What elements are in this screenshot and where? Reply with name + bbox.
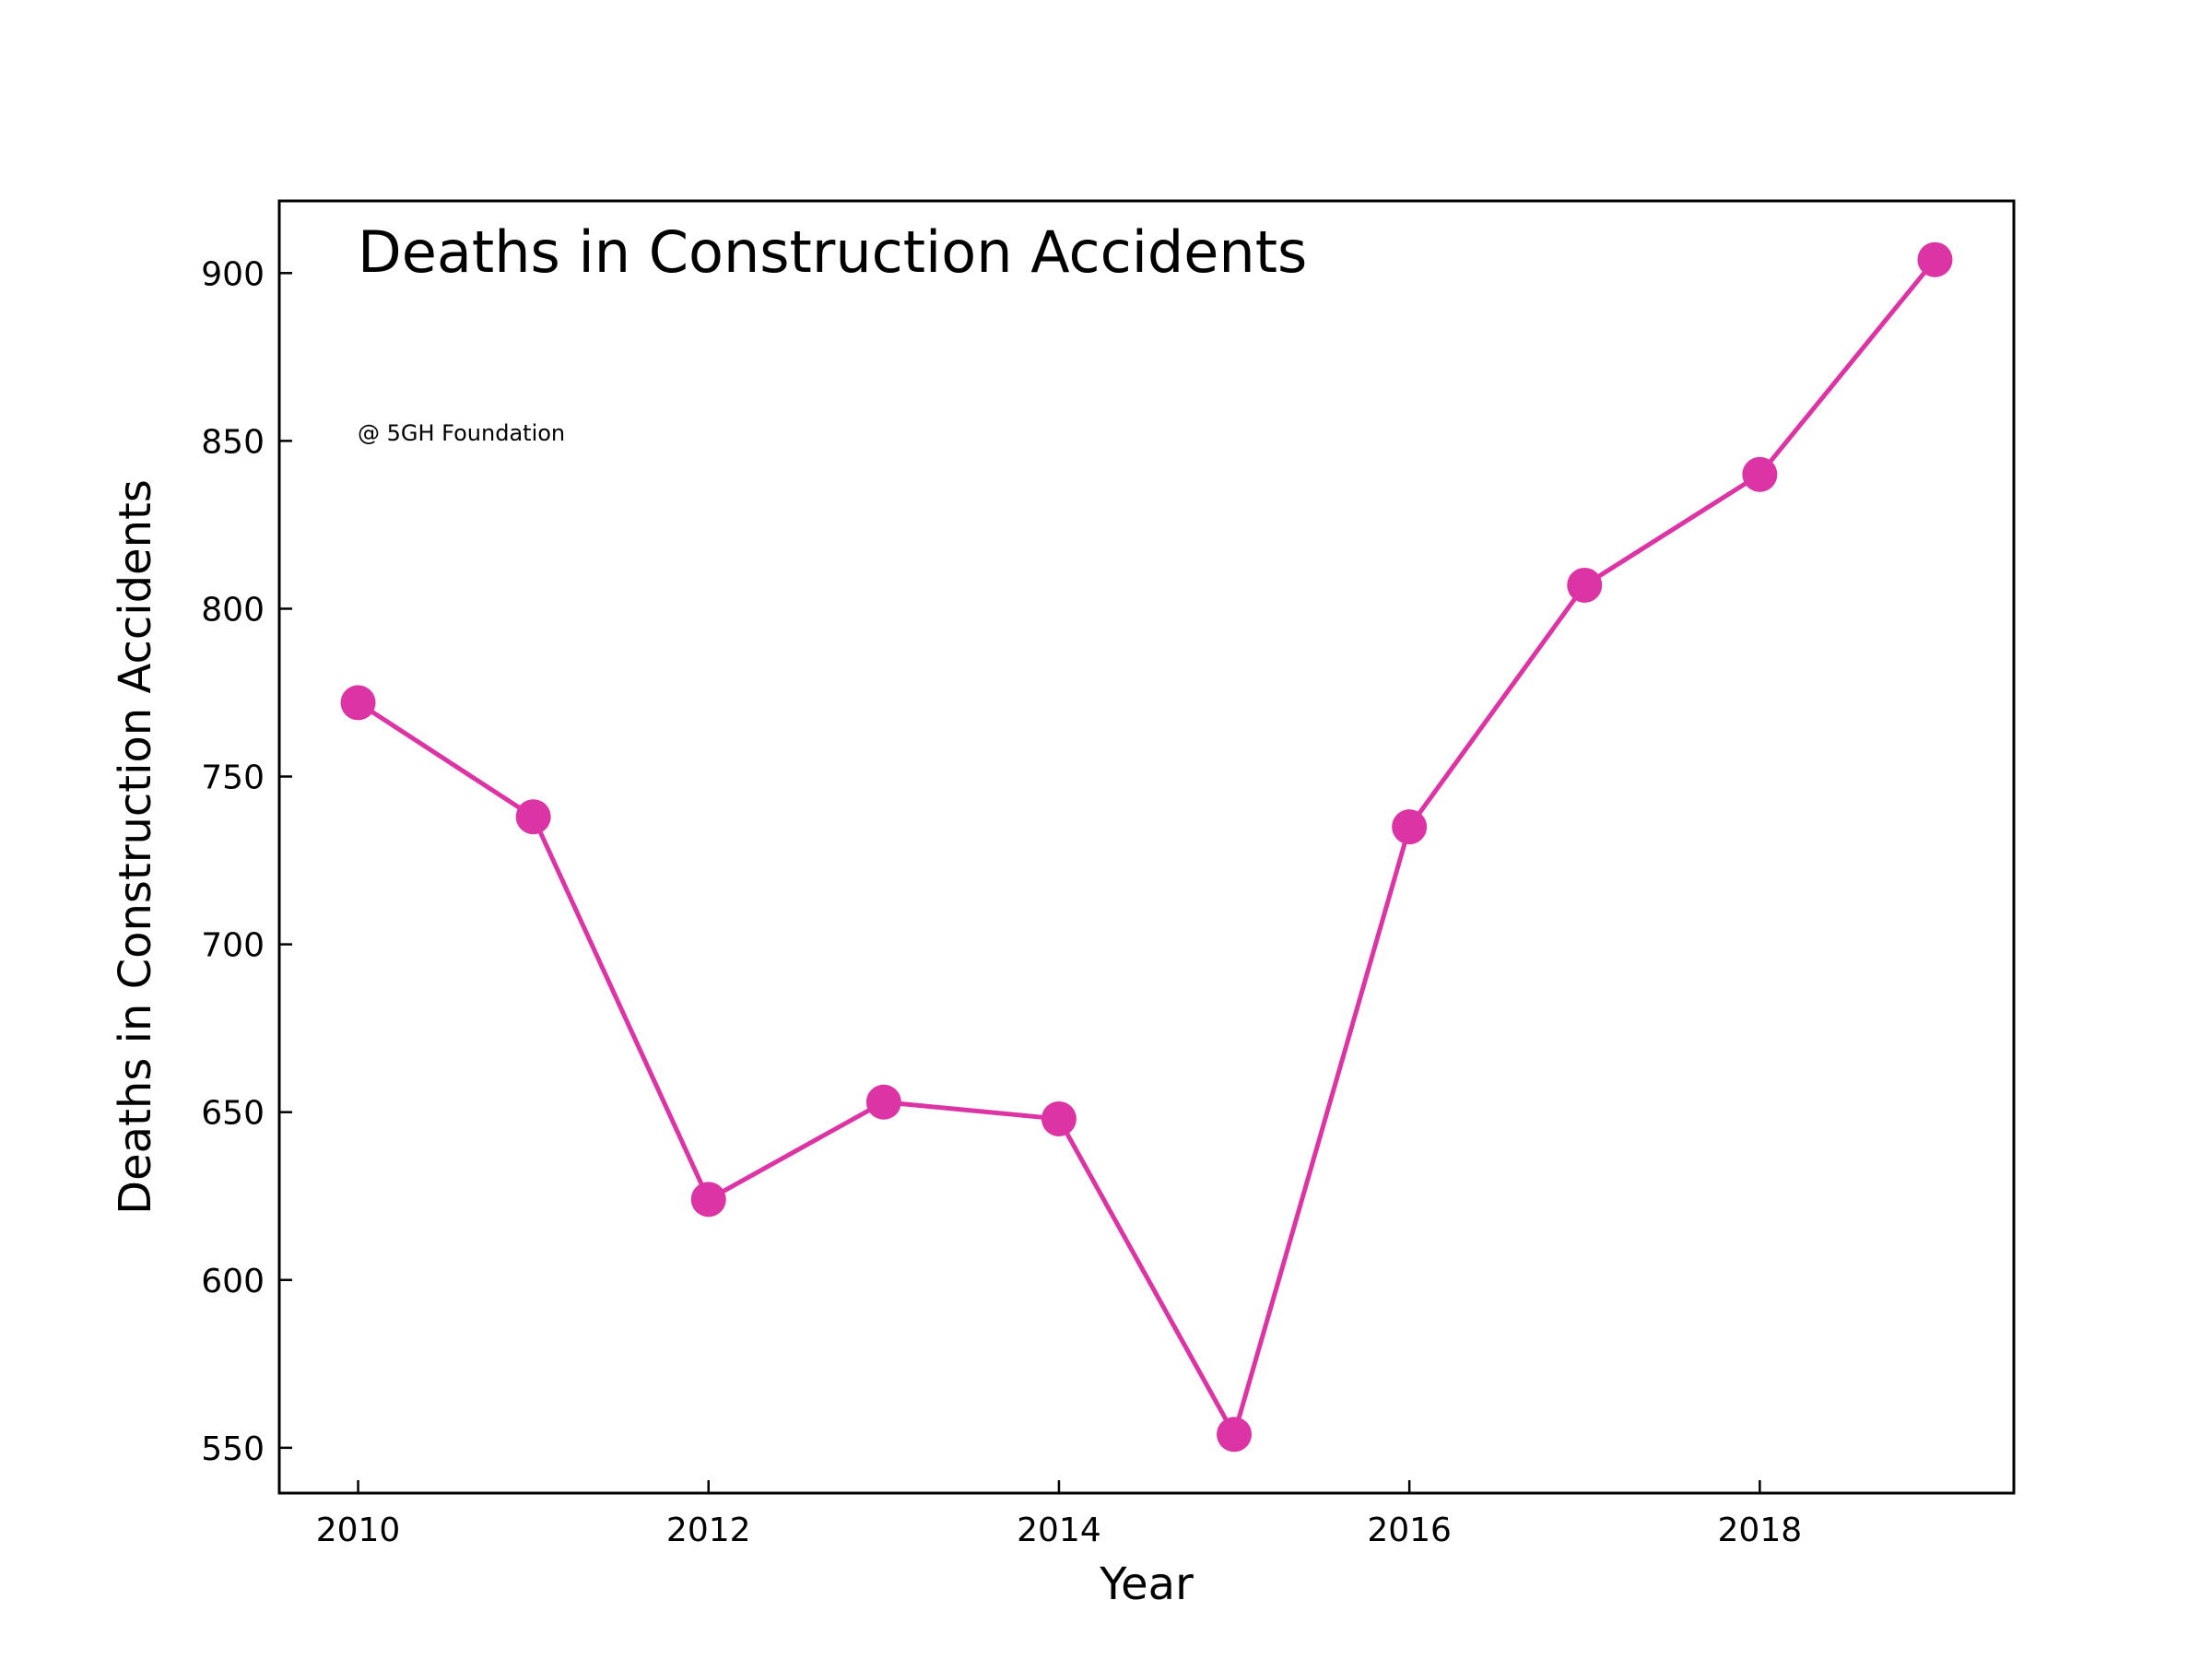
data-point-2010: [340, 685, 376, 721]
data-point-2012: [690, 1182, 726, 1218]
source-annotation: @ 5GH Foundation: [358, 420, 565, 446]
plot-frame: [277, 199, 2016, 1495]
x-axis-title: Year: [1099, 1559, 1194, 1610]
y-tick-label: 850: [201, 423, 265, 461]
series-line: [357, 258, 1937, 1437]
data-point-2018: [1742, 456, 1778, 492]
data-point-2019: [1917, 241, 1953, 277]
data-point-2011: [515, 799, 551, 835]
y-tick-label: 750: [201, 759, 265, 797]
data-point-2014: [1041, 1100, 1077, 1136]
series-layer: [340, 241, 1953, 1453]
data-point-2017: [1567, 567, 1603, 603]
y-tick-label: 550: [201, 1430, 265, 1468]
x-tick-label: 2016: [1367, 1512, 1452, 1549]
x-tick-label: 2014: [1017, 1512, 1101, 1549]
y-axis-title: Deaths in Construction Accidents: [110, 479, 161, 1215]
data-point-2016: [1392, 809, 1428, 845]
data-point-2013: [865, 1084, 901, 1120]
y-tick-label: 900: [201, 255, 265, 293]
x-tick-label: 2018: [1718, 1512, 1803, 1549]
chart-title: Deaths in Construction Accidents: [358, 218, 1307, 286]
y-tick-label: 800: [201, 591, 265, 629]
x-tick-label: 2010: [316, 1512, 401, 1549]
x-axis: 2010 2012 2014 2016 2018: [316, 1480, 1802, 1549]
x-tick-label: 2012: [666, 1512, 751, 1549]
data-point-2015: [1217, 1417, 1253, 1453]
y-axis: 550 600 650 700 750 800 850 900: [201, 255, 292, 1468]
y-tick-label: 700: [201, 927, 265, 965]
y-tick-label: 600: [201, 1263, 265, 1300]
y-tick-label: 650: [201, 1095, 265, 1133]
